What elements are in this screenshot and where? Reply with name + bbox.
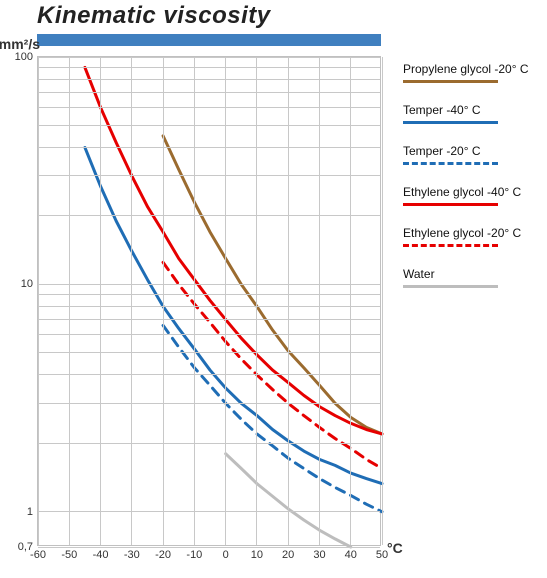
series-line <box>85 67 382 434</box>
gridline-y <box>38 284 380 285</box>
x-tick-label: -30 <box>124 549 140 561</box>
x-tick-label: 40 <box>345 549 357 561</box>
gridline-x <box>319 57 320 545</box>
gridline-y-minor <box>38 306 380 307</box>
legend: Propylene glycol -20° C Temper -40° C Temp… <box>403 62 543 308</box>
series-svg <box>38 57 382 547</box>
gridline-y-minor <box>38 147 380 148</box>
legend-swatch <box>403 162 498 165</box>
legend-swatch <box>403 121 498 124</box>
legend-label: Temper -20° C <box>403 144 543 158</box>
series-line <box>85 147 382 483</box>
legend-label: Ethylene glycol -20° C <box>403 226 543 240</box>
legend-swatch <box>403 285 498 288</box>
gridline-y-minor <box>38 79 380 80</box>
legend-entry: Propylene glycol -20° C <box>403 62 543 83</box>
gridline-y-minor <box>38 352 380 353</box>
gridline-y-minor <box>38 125 380 126</box>
gridline-y-minor <box>38 175 380 176</box>
x-tick-label: -50 <box>61 549 77 561</box>
gridline-x <box>194 57 195 545</box>
gridline-x <box>100 57 101 545</box>
gridline-x <box>288 57 289 545</box>
y-tick-label: 100 <box>15 51 33 63</box>
gridline-y-minor <box>38 67 380 68</box>
legend-entry: Temper -40° C <box>403 103 543 124</box>
gridline-x <box>256 57 257 545</box>
legend-entry: Ethylene glycol -40° C <box>403 185 543 206</box>
series-line <box>163 262 382 468</box>
gridline-y <box>38 547 380 548</box>
x-tick-label: 20 <box>282 549 294 561</box>
gridline-x <box>69 57 70 545</box>
gridline-y <box>38 57 380 58</box>
y-tick-label: 10 <box>21 278 33 290</box>
legend-label: Ethylene glycol -40° C <box>403 185 543 199</box>
y-tick-label: 0,7 <box>18 541 33 553</box>
y-tick-label: 1 <box>27 506 33 518</box>
chart-title: Kinematic viscosity <box>37 2 271 30</box>
legend-label: Temper -40° C <box>403 103 543 117</box>
legend-swatch <box>403 203 498 206</box>
gridline-y-minor <box>38 334 380 335</box>
gridline-x <box>350 57 351 545</box>
x-axis-unit: °C <box>387 540 403 556</box>
legend-label: Water <box>403 267 543 281</box>
x-tick-label: -10 <box>186 549 202 561</box>
plot-area: -60-50-40-30-20-10010203040500,7110100 <box>37 56 381 546</box>
gridline-x <box>38 57 39 545</box>
x-tick-label: -20 <box>155 549 171 561</box>
gridline-y-minor <box>38 443 380 444</box>
gridline-y-minor <box>38 215 380 216</box>
gridline-y-minor <box>38 92 380 93</box>
x-tick-label: 10 <box>251 549 263 561</box>
legend-entry: Ethylene glycol -20° C <box>403 226 543 247</box>
gridline-y-minor <box>38 319 380 320</box>
legend-entry: Water <box>403 267 543 288</box>
x-tick-label: -40 <box>93 549 109 561</box>
legend-label: Propylene glycol -20° C <box>403 62 543 76</box>
x-tick-label: 30 <box>313 549 325 561</box>
gridline-y-minor <box>38 294 380 295</box>
y-axis-unit: mm²/s <box>0 36 40 52</box>
legend-swatch <box>403 244 498 247</box>
gridline-y-minor <box>38 107 380 108</box>
gridline-x <box>163 57 164 545</box>
legend-entry: Temper -20° C <box>403 144 543 165</box>
gridline-x <box>382 57 383 545</box>
gridline-y-minor <box>38 403 380 404</box>
gridline-x <box>131 57 132 545</box>
gridline-y <box>38 511 380 512</box>
gridline-x <box>225 57 226 545</box>
x-tick-label: 0 <box>223 549 229 561</box>
legend-swatch <box>403 80 498 83</box>
gridline-y-minor <box>38 374 380 375</box>
title-underline <box>37 34 381 46</box>
